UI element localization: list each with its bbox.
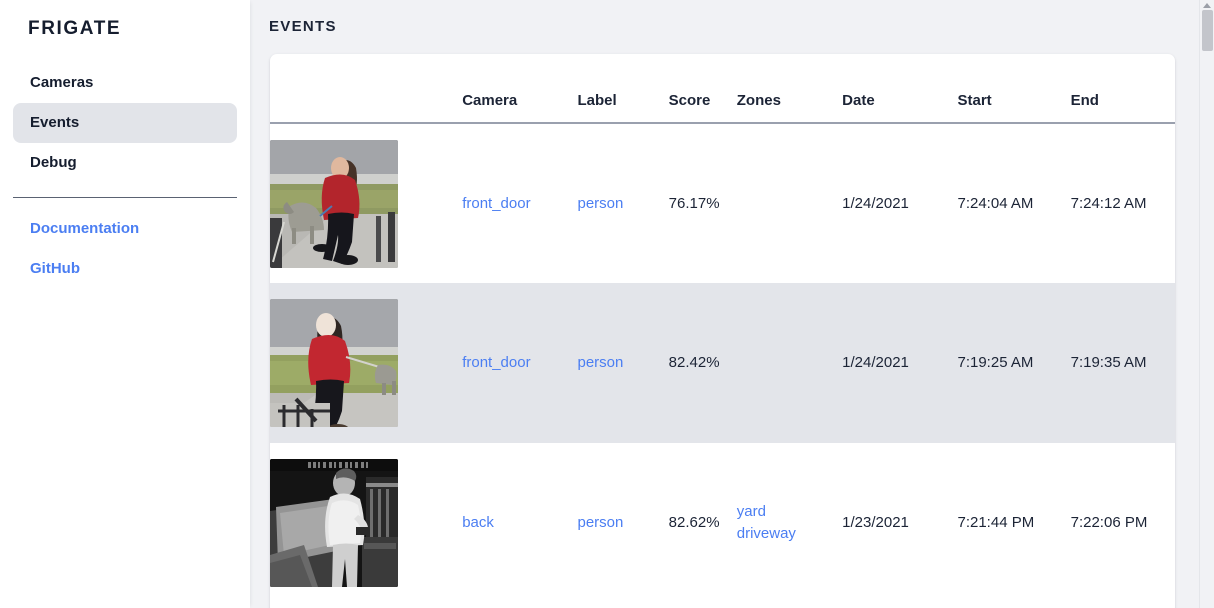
column-header-zones[interactable]: Zones <box>736 54 843 124</box>
event-end-cell: 7:24:12 AM <box>1070 194 1147 212</box>
event-thumbnail-cell[interactable] <box>270 283 462 443</box>
thumbnail-image <box>270 459 398 587</box>
column-header-camera[interactable]: Camera <box>462 54 578 124</box>
table-row[interactable]: front_door person 76.17% 1/24/2021 7:24:… <box>270 123 1175 283</box>
event-camera-cell: front_door <box>462 283 577 443</box>
event-zone-link-yard[interactable]: yard <box>736 503 766 521</box>
sidebar-item-label: Debug <box>30 153 77 171</box>
column-header-thumbnail[interactable] <box>270 54 463 124</box>
event-label-link[interactable]: person <box>577 354 624 372</box>
events-card: Camera Label Score Zones Date Start End <box>270 54 1175 608</box>
event-start-cell: 7:19:25 AM <box>957 354 1034 372</box>
events-table: Camera Label Score Zones Date Start End <box>270 54 1175 603</box>
event-camera-cell: front_door <box>462 123 577 283</box>
event-camera-link[interactable]: front_door <box>462 354 531 372</box>
sidebar-item-label: Cameras <box>30 73 94 91</box>
event-start-cell: 7:24:04 AM <box>957 194 1034 212</box>
scroll-up-arrow-icon[interactable] <box>1203 3 1211 8</box>
event-thumbnail-daytime-dogwalker[interactable] <box>270 139 398 268</box>
event-thumbnail-night-vision[interactable] <box>270 459 398 587</box>
event-zone-link-driveway[interactable]: driveway <box>736 525 796 542</box>
event-score-cell: 82.62% <box>668 514 720 532</box>
thumbnail-image <box>270 299 398 427</box>
app-brand: FRIGATE <box>28 18 122 39</box>
event-camera-link[interactable]: back <box>462 514 494 532</box>
sidebar-nav: Cameras Events Debug <box>0 63 250 183</box>
event-thumbnail-cell[interactable] <box>270 123 462 283</box>
event-zones-cell: yard driveway <box>737 443 842 603</box>
event-thumbnail-daytime-dogwalker-2[interactable] <box>270 299 398 427</box>
main-content: EVENTS Camera Label Score Zones Date Sta… <box>250 0 1214 608</box>
sidebar-item-cameras[interactable]: Cameras <box>13 63 237 103</box>
vertical-scrollbar[interactable] <box>1199 0 1214 608</box>
event-score-cell: 76.17% <box>668 194 720 212</box>
event-label-cell: person <box>578 283 669 443</box>
event-end-cell: 7:22:06 PM <box>1070 514 1148 532</box>
event-date-cell: 1/24/2021 <box>842 354 909 372</box>
sidebar-divider <box>13 196 237 198</box>
event-date-cell: 1/24/2021 <box>842 194 909 212</box>
event-thumbnail-cell[interactable] <box>270 443 462 603</box>
vertical-scroll-thumb[interactable] <box>1202 10 1213 51</box>
column-header-score[interactable]: Score <box>668 54 737 124</box>
sidebar-item-debug[interactable]: Debug <box>13 143 237 183</box>
column-header-date[interactable]: Date <box>842 54 958 124</box>
sidebar-external-links: Documentation GitHub <box>0 209 250 289</box>
column-header-start[interactable]: Start <box>957 54 1071 124</box>
event-label-link[interactable]: person <box>577 194 624 212</box>
events-table-head: Camera Label Score Zones Date Start End <box>270 54 1175 124</box>
event-camera-cell: back <box>462 443 577 603</box>
event-date-cell: 1/23/2021 <box>842 514 909 532</box>
sidebar-link-documentation[interactable]: Documentation <box>30 219 140 237</box>
thumbnail-image <box>270 139 398 268</box>
events-table-body: front_door person 76.17% 1/24/2021 7:24:… <box>270 123 1175 603</box>
event-label-cell: person <box>578 123 669 283</box>
sidebar-link-github[interactable]: GitHub <box>30 259 80 277</box>
table-header-row: Camera Label Score Zones Date Start End <box>270 54 1175 124</box>
event-label-cell: person <box>578 443 669 603</box>
column-header-label[interactable]: Label <box>577 54 669 124</box>
event-score-cell: 82.42% <box>668 354 720 372</box>
column-header-end[interactable]: End <box>1070 54 1175 124</box>
event-zones-cell <box>737 123 842 283</box>
event-zones-cell <box>737 283 842 443</box>
event-label-link[interactable]: person <box>577 514 624 532</box>
page-title: EVENTS <box>269 18 337 35</box>
event-start-cell: 7:21:44 PM <box>957 514 1035 532</box>
event-camera-link[interactable]: front_door <box>462 194 531 212</box>
sidebar-item-events[interactable]: Events <box>13 102 237 143</box>
sidebar: FRIGATE Cameras Events Debug Documentati… <box>0 0 250 608</box>
sidebar-item-label: Events <box>30 113 80 131</box>
table-row[interactable]: back person 82.62% yard driveway 1/23/20… <box>270 443 1175 603</box>
table-row[interactable]: front_door person 82.42% 1/24/2021 7:19:… <box>270 283 1175 443</box>
event-end-cell: 7:19:35 AM <box>1070 354 1147 372</box>
